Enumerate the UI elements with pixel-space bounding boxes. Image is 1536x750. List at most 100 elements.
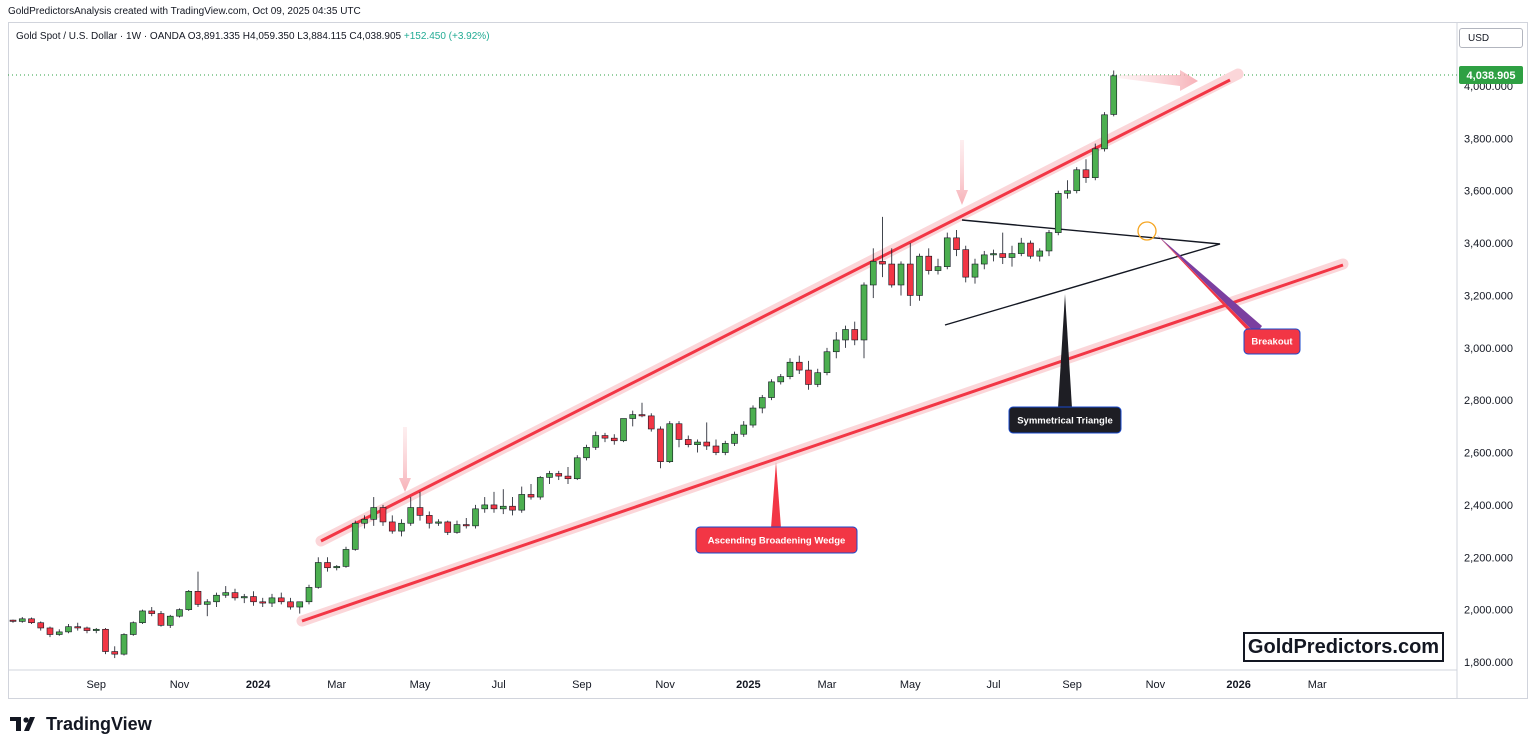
candle[interactable] bbox=[869, 248, 877, 299]
candle[interactable] bbox=[564, 466, 572, 484]
candle[interactable] bbox=[943, 232, 951, 270]
candle[interactable] bbox=[712, 439, 720, 456]
candle[interactable] bbox=[462, 518, 470, 529]
candle[interactable] bbox=[102, 627, 109, 655]
candle[interactable] bbox=[851, 321, 859, 346]
candle[interactable] bbox=[74, 622, 82, 631]
candle[interactable] bbox=[888, 248, 896, 288]
candle[interactable] bbox=[638, 402, 646, 418]
candle[interactable] bbox=[1036, 248, 1044, 262]
candle[interactable] bbox=[351, 520, 359, 551]
price-axis[interactable]: 1,800.000 2,000.000 2,200.000 2,400.000 2,60… bbox=[1464, 81, 1513, 669]
candle[interactable] bbox=[407, 497, 415, 526]
candle[interactable] bbox=[657, 426, 664, 469]
candle[interactable] bbox=[1110, 70, 1118, 117]
candle[interactable] bbox=[795, 355, 803, 374]
candle[interactable] bbox=[814, 368, 822, 388]
candle[interactable] bbox=[388, 515, 396, 534]
tradingview-logo[interactable]: TradingView bbox=[10, 712, 152, 736]
candle[interactable] bbox=[499, 489, 507, 515]
candle[interactable] bbox=[962, 245, 970, 283]
candle[interactable] bbox=[823, 347, 831, 376]
candle[interactable] bbox=[832, 332, 840, 359]
candle[interactable] bbox=[601, 432, 609, 443]
candle[interactable] bbox=[1064, 180, 1071, 199]
candle[interactable] bbox=[277, 592, 285, 605]
candlestick-series[interactable] bbox=[9, 70, 1118, 659]
candle[interactable] bbox=[213, 592, 220, 608]
candle[interactable] bbox=[897, 261, 905, 296]
candle[interactable] bbox=[472, 504, 479, 529]
candle[interactable] bbox=[129, 621, 137, 636]
candle[interactable] bbox=[629, 410, 637, 427]
candle[interactable] bbox=[83, 626, 91, 634]
candle[interactable] bbox=[379, 504, 387, 526]
candle[interactable] bbox=[287, 597, 294, 610]
candle[interactable] bbox=[425, 511, 433, 529]
candle[interactable] bbox=[1082, 159, 1090, 183]
candle[interactable] bbox=[231, 588, 239, 601]
candle[interactable] bbox=[250, 591, 257, 606]
candle[interactable] bbox=[46, 626, 54, 638]
currency-button[interactable]: USD bbox=[1459, 28, 1523, 48]
candle[interactable] bbox=[259, 597, 267, 608]
candle[interactable] bbox=[398, 519, 405, 537]
candle[interactable] bbox=[758, 394, 766, 414]
candle[interactable] bbox=[370, 497, 378, 526]
candle[interactable] bbox=[703, 422, 711, 450]
candle[interactable] bbox=[749, 405, 757, 428]
candle[interactable] bbox=[879, 216, 886, 278]
breakout-label-callout[interactable]: Breakout bbox=[1157, 235, 1301, 355]
triangle-lines[interactable] bbox=[944, 219, 1221, 326]
candle[interactable] bbox=[555, 470, 563, 481]
candle[interactable] bbox=[1101, 112, 1108, 152]
candle[interactable] bbox=[1017, 237, 1025, 257]
candle[interactable] bbox=[536, 476, 544, 500]
candle[interactable] bbox=[740, 421, 748, 437]
candle[interactable] bbox=[342, 546, 350, 568]
candle[interactable] bbox=[166, 614, 174, 628]
candle[interactable] bbox=[9, 619, 17, 623]
candle[interactable] bbox=[647, 413, 655, 432]
candle[interactable] bbox=[721, 440, 729, 456]
candle[interactable] bbox=[120, 633, 128, 656]
candle[interactable] bbox=[805, 360, 812, 390]
candle[interactable] bbox=[148, 607, 156, 617]
candle[interactable] bbox=[684, 435, 692, 448]
candle[interactable] bbox=[324, 557, 331, 572]
candle[interactable] bbox=[573, 455, 581, 481]
candle[interactable] bbox=[666, 421, 674, 464]
candle[interactable] bbox=[925, 248, 933, 275]
candle[interactable] bbox=[1054, 190, 1062, 236]
candle[interactable] bbox=[176, 608, 183, 618]
ascending-broadening-wedge[interactable] bbox=[296, 68, 1349, 627]
candle[interactable] bbox=[18, 616, 26, 623]
wedge-label-callout[interactable]: Ascending Broadening Wedge bbox=[695, 462, 858, 554]
candle[interactable] bbox=[157, 610, 165, 627]
candle[interactable] bbox=[999, 232, 1007, 265]
candle[interactable] bbox=[786, 358, 794, 380]
candle[interactable] bbox=[194, 571, 202, 608]
candle[interactable] bbox=[731, 431, 738, 446]
candle[interactable] bbox=[361, 515, 368, 529]
candle[interactable] bbox=[916, 253, 923, 301]
time-axis[interactable]: Sep Nov 2024 Mar May Jul Sep Nov 2025 Mar May Jul Se… bbox=[86, 679, 1327, 691]
candle[interactable] bbox=[305, 584, 313, 605]
candle[interactable] bbox=[435, 519, 442, 526]
candle[interactable] bbox=[509, 497, 516, 516]
candle[interactable] bbox=[222, 586, 230, 598]
candle[interactable] bbox=[620, 418, 627, 443]
candle[interactable] bbox=[1045, 230, 1053, 257]
candle[interactable] bbox=[481, 497, 489, 513]
candle[interactable] bbox=[203, 599, 211, 617]
candle[interactable] bbox=[37, 621, 45, 631]
symbol-name[interactable]: Gold Spot / U.S. Dollar · 1W · OANDA bbox=[16, 31, 185, 42]
candle[interactable] bbox=[1091, 143, 1099, 181]
candle[interactable] bbox=[296, 601, 304, 614]
wedge-lower-line[interactable] bbox=[301, 263, 1344, 623]
candle[interactable] bbox=[185, 590, 193, 611]
candle[interactable] bbox=[906, 243, 914, 306]
candle[interactable] bbox=[842, 325, 849, 348]
candle[interactable] bbox=[546, 470, 553, 484]
candle[interactable] bbox=[694, 439, 701, 453]
